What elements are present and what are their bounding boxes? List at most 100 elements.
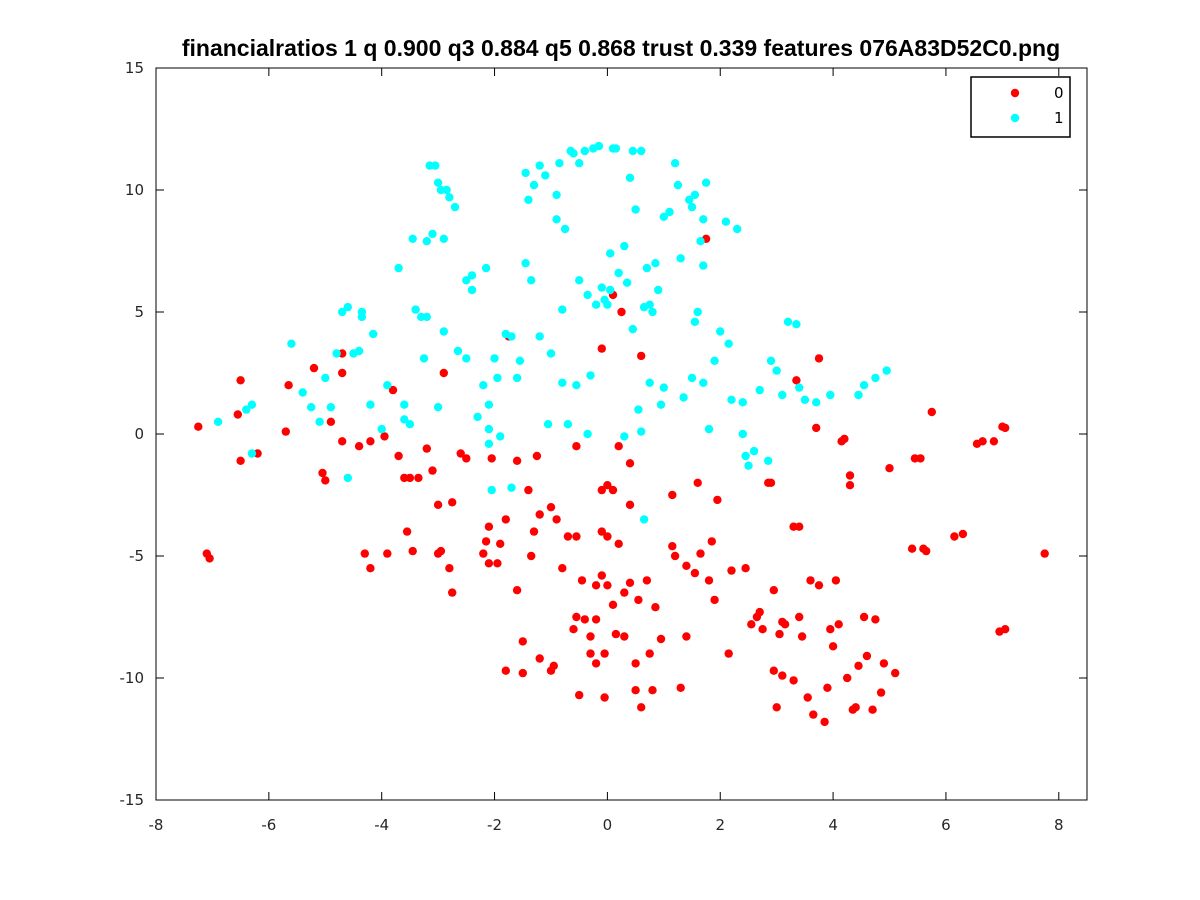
data-point-series-0: [876, 688, 886, 697]
data-point-series-0: [433, 500, 443, 509]
data-point-series-0: [326, 417, 336, 426]
data-point-series-0: [603, 532, 612, 541]
data-point-series-1: [744, 461, 753, 470]
data-point-series-1: [439, 327, 448, 336]
data-point-series-0: [527, 551, 536, 561]
data-point-series-0: [614, 539, 623, 548]
data-point-series-1: [422, 312, 431, 322]
data-point-series-0: [529, 527, 539, 536]
data-point-series-1: [560, 224, 570, 234]
data-point-series-0: [620, 588, 629, 597]
data-point-series-0: [436, 546, 446, 556]
data-point-series-1: [481, 263, 491, 273]
data-point-series-1: [625, 173, 635, 182]
data-point-series-0: [668, 490, 677, 500]
data-point-series-0: [496, 539, 505, 548]
data-point-series-0: [558, 564, 567, 573]
data-point-series-1: [699, 378, 708, 387]
data-point-series-0: [448, 498, 457, 507]
data-point-series-1: [507, 332, 516, 341]
data-point-series-0: [366, 564, 375, 573]
data-point-series-0: [546, 503, 556, 512]
data-point-series-0: [236, 376, 245, 385]
data-point-series-1: [634, 405, 643, 414]
data-point-series-0: [318, 468, 327, 478]
data-point-series-1: [693, 307, 702, 317]
data-point-series-0: [487, 454, 496, 463]
y-tick-label: 0: [134, 425, 144, 443]
x-tick-label: 6: [941, 816, 951, 834]
data-point-series-1: [524, 195, 533, 204]
data-point-series-0: [696, 549, 705, 558]
data-point-series-0: [704, 576, 714, 585]
data-point-series-1: [738, 429, 747, 439]
data-point-series-0: [769, 586, 778, 595]
data-point-series-0: [851, 703, 860, 712]
data-point-series-1: [512, 373, 522, 383]
data-point-series-1: [563, 420, 573, 429]
data-point-series-1: [484, 424, 494, 434]
data-point-series-0: [741, 564, 750, 573]
data-point-series-0: [532, 451, 542, 461]
data-point-series-0: [806, 576, 815, 585]
data-point-series-1: [741, 451, 750, 461]
data-point-series-0: [879, 659, 889, 668]
data-point-series-0: [814, 581, 824, 590]
data-point-series-0: [586, 632, 595, 641]
data-point-series-0: [597, 344, 606, 353]
data-point-series-0: [642, 576, 652, 585]
data-point-series-0: [927, 407, 936, 417]
data-point-series-0: [354, 442, 364, 451]
data-point-series-0: [637, 351, 646, 361]
data-point-series-1: [354, 346, 364, 356]
data-point-series-0: [597, 527, 606, 536]
data-point-series-0: [989, 437, 999, 446]
data-point-series-0: [651, 603, 660, 612]
x-tick-label: 0: [603, 816, 613, 834]
data-point-series-1: [586, 371, 595, 380]
data-point-series-1: [795, 383, 804, 392]
data-point-series-1: [321, 373, 330, 383]
data-point-series-1: [690, 190, 700, 200]
data-point-series-1: [431, 161, 440, 170]
data-point-series-0: [758, 625, 767, 634]
data-point-series-1: [369, 329, 378, 339]
data-point-series-0: [600, 693, 609, 702]
data-point-series-1: [450, 202, 460, 212]
data-point-series-1: [679, 393, 688, 402]
data-point-series-1: [552, 215, 561, 224]
data-point-series-0: [512, 456, 522, 465]
data-point-series-0: [862, 651, 872, 661]
data-point-series-0: [479, 549, 488, 558]
data-point-series-1: [699, 215, 708, 224]
data-point-series-1: [419, 354, 429, 363]
data-point-series-1: [394, 263, 403, 273]
data-point-series-0: [950, 532, 959, 541]
data-point-series-1: [687, 373, 697, 383]
data-point-series-0: [795, 522, 804, 531]
data-point-series-1: [555, 159, 564, 168]
data-point-series-0: [493, 559, 502, 568]
data-point-series-0: [608, 485, 618, 495]
legend-marker-0: [1010, 88, 1020, 98]
data-point-series-1: [721, 217, 731, 226]
data-point-series-0: [338, 437, 347, 446]
data-point-series-1: [597, 283, 606, 292]
data-point-series-1: [521, 259, 530, 268]
data-point-series-1: [654, 285, 663, 295]
data-point-series-1: [515, 356, 525, 365]
data-point-series-1: [622, 278, 632, 287]
data-point-series-1: [442, 185, 451, 195]
data-point-series-0: [676, 683, 685, 692]
data-point-series-1: [637, 146, 646, 156]
data-point-series-0: [388, 385, 398, 395]
data-point-series-0: [586, 649, 595, 658]
data-point-series-0: [591, 615, 601, 624]
data-point-series-1: [783, 317, 793, 326]
data-point-series-1: [462, 276, 471, 285]
data-point-series-1: [704, 424, 714, 434]
data-point-series-0: [707, 537, 716, 546]
x-tick-label: -2: [487, 816, 502, 834]
data-point-series-0: [501, 515, 510, 524]
data-point-series-1: [639, 515, 649, 524]
